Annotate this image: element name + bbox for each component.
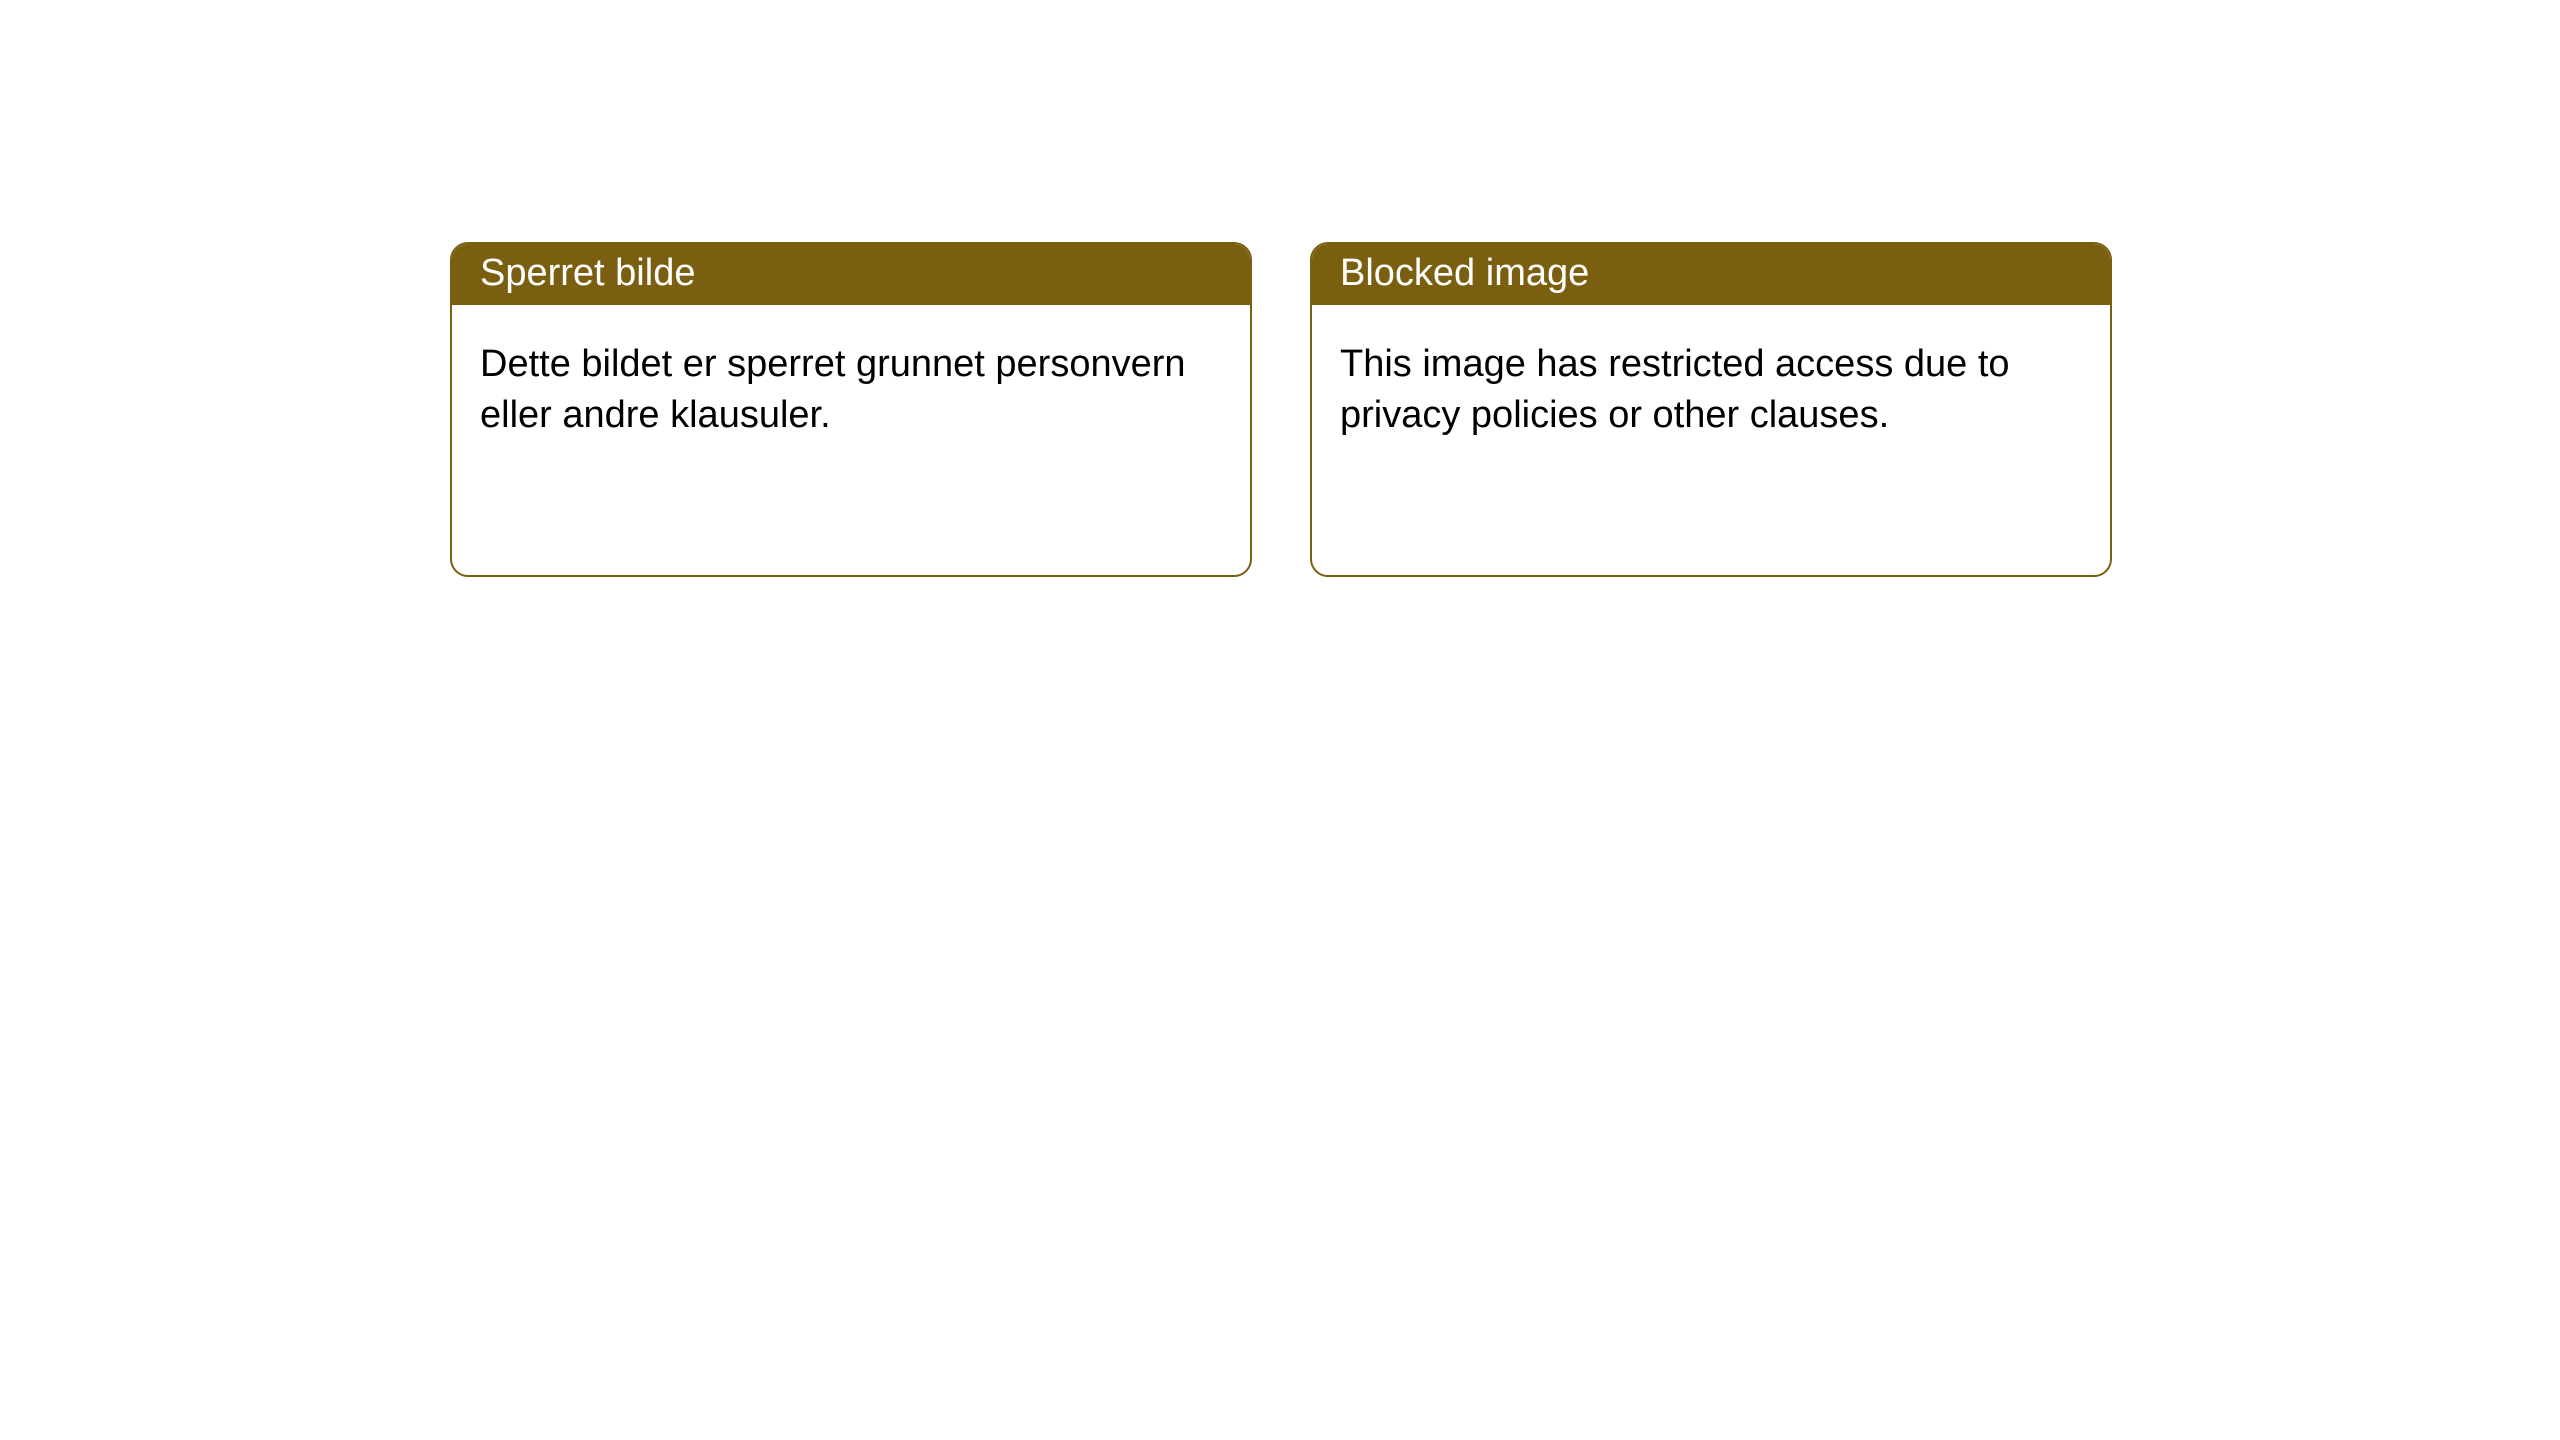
card-message: Dette bildet er sperret grunnet personve… — [480, 343, 1186, 436]
blocked-image-card-english: Blocked image This image has restricted … — [1310, 242, 2112, 577]
blocked-image-card-norwegian: Sperret bilde Dette bildet er sperret gr… — [450, 242, 1252, 577]
card-header-english: Blocked image — [1312, 244, 2110, 305]
card-message: This image has restricted access due to … — [1340, 343, 2010, 436]
card-body-norwegian: Dette bildet er sperret grunnet personve… — [452, 305, 1250, 575]
card-title: Blocked image — [1340, 252, 1589, 294]
card-title: Sperret bilde — [480, 252, 695, 294]
card-header-norwegian: Sperret bilde — [452, 244, 1250, 305]
card-container: Sperret bilde Dette bildet er sperret gr… — [0, 0, 2560, 577]
card-body-english: This image has restricted access due to … — [1312, 305, 2110, 575]
